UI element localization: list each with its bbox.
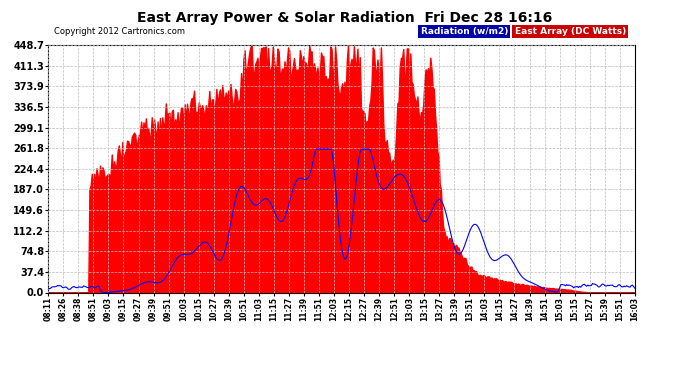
Text: Radiation (w/m2): Radiation (w/m2) bbox=[421, 27, 508, 36]
Text: East Array Power & Solar Radiation  Fri Dec 28 16:16: East Array Power & Solar Radiation Fri D… bbox=[137, 11, 553, 25]
Text: Copyright 2012 Cartronics.com: Copyright 2012 Cartronics.com bbox=[55, 27, 185, 36]
Text: East Array (DC Watts): East Array (DC Watts) bbox=[515, 27, 626, 36]
